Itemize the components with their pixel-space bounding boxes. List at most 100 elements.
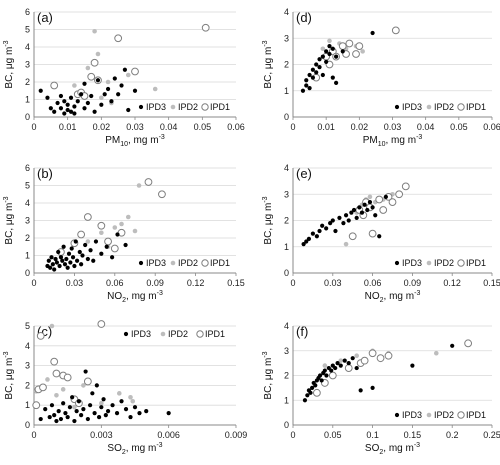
point-ipd3 — [343, 213, 349, 218]
point-ipd3 — [63, 411, 68, 416]
point-ipd2 — [367, 194, 373, 200]
point-ipd1 — [110, 244, 119, 253]
point-ipd3 — [137, 411, 142, 416]
x-tick-label: 0.04 — [417, 122, 435, 132]
point-ipd3 — [317, 57, 322, 62]
point-ipd3 — [48, 265, 53, 270]
point-ipd2 — [99, 95, 104, 101]
point-ipd1 — [144, 178, 153, 186]
point-ipd3 — [350, 356, 355, 361]
point-ipd3 — [49, 403, 55, 408]
legend-label-ipd1: IPD1 — [210, 102, 230, 112]
legend-marker-ipd2 — [160, 331, 166, 337]
point-ipd3 — [105, 409, 111, 414]
point-ipd3 — [354, 365, 359, 371]
y-tick-label: 1 — [25, 251, 30, 261]
point-ipd3 — [43, 407, 48, 412]
point-ipd3 — [338, 363, 343, 368]
point-ipd3 — [56, 409, 61, 414]
y-axis-label: BC, μg m-3 — [262, 351, 274, 399]
point-ipd2 — [125, 72, 131, 78]
legend-background — [392, 408, 490, 422]
point-ipd2 — [132, 228, 138, 234]
point-ipd1 — [379, 206, 388, 214]
point-ipd3 — [66, 251, 72, 256]
point-ipd3 — [50, 262, 55, 267]
point-ipd3 — [144, 409, 149, 414]
y-tick-label: 2 — [284, 60, 289, 70]
legend-marker-ipd3 — [138, 104, 144, 110]
legend-label-ipd2: IPD2 — [434, 410, 454, 420]
point-ipd3 — [119, 399, 124, 404]
legend-label-ipd2: IPD2 — [168, 329, 188, 339]
x-tick-label: 0.15 — [227, 278, 245, 288]
point-ipd3 — [341, 221, 346, 226]
x-axis-label: PM10, mg m-3 — [105, 134, 165, 148]
legend-background — [392, 100, 490, 114]
point-ipd3 — [330, 218, 335, 223]
x-tick-label: 0 — [290, 278, 295, 288]
x-tick-label: 0.12 — [443, 278, 461, 288]
point-ipd1 — [114, 34, 123, 43]
point-ipd3 — [99, 102, 104, 107]
point-ipd2 — [85, 239, 91, 244]
y-tick-label: 1 — [284, 395, 289, 405]
y-tick-label: 5 — [25, 25, 30, 35]
point-ipd2 — [119, 221, 124, 227]
y-axis-label: BC, μg m-3 — [262, 40, 274, 88]
legend-label-ipd3: IPD3 — [146, 102, 166, 112]
y-tick-label: 5 — [25, 321, 30, 331]
point-ipd1 — [104, 237, 112, 246]
point-ipd3 — [77, 249, 82, 255]
point-ipd3 — [58, 93, 64, 99]
point-ipd3 — [116, 92, 121, 97]
point-ipd3 — [57, 263, 62, 269]
point-ipd3 — [47, 414, 52, 420]
point-ipd3 — [72, 418, 77, 424]
x-tick-label: 0.02 — [93, 122, 111, 132]
point-ipd3 — [410, 363, 415, 368]
legend-label-ipd2: IPD2 — [434, 258, 454, 268]
panel-label: (b) — [37, 166, 53, 181]
point-ipd3 — [128, 414, 133, 420]
x-tick-label: 0.05 — [450, 122, 468, 132]
point-ipd3 — [330, 46, 335, 51]
point-ipd3 — [53, 256, 58, 262]
y-tick-label: 0 — [284, 420, 289, 430]
point-ipd3 — [73, 239, 78, 244]
point-ipd3 — [114, 411, 120, 416]
y-tick-label: 6 — [25, 163, 30, 173]
point-ipd3 — [324, 49, 329, 54]
point-ipd3 — [72, 263, 77, 269]
y-tick-label: 4 — [284, 163, 289, 173]
point-ipd3 — [58, 416, 64, 422]
point-ipd3 — [304, 239, 309, 244]
point-ipd2 — [49, 323, 55, 329]
point-ipd3 — [65, 107, 70, 113]
point-ipd3 — [319, 378, 324, 383]
point-ipd1 — [355, 42, 364, 51]
point-ipd3 — [166, 411, 171, 416]
point-ipd3 — [102, 92, 107, 97]
point-ipd2 — [320, 46, 326, 52]
point-ipd2 — [433, 350, 439, 356]
point-ipd3 — [301, 242, 306, 247]
point-ipd3 — [122, 67, 127, 72]
point-ipd3 — [337, 215, 342, 220]
point-ipd3 — [74, 258, 80, 263]
point-ipd3 — [61, 401, 66, 406]
point-ipd3 — [79, 92, 84, 97]
point-ipd3 — [310, 67, 315, 72]
point-ipd3 — [60, 258, 65, 263]
y-tick-label: 1 — [25, 95, 30, 105]
point-ipd3 — [342, 358, 347, 363]
y-tick-label: 0 — [25, 112, 30, 122]
point-ipd2 — [85, 65, 91, 71]
point-ipd3 — [123, 407, 129, 412]
point-ipd3 — [85, 416, 90, 422]
point-ipd3 — [302, 398, 308, 403]
point-ipd3 — [132, 405, 138, 410]
point-ipd1 — [158, 190, 166, 199]
x-tick-label: 0.06 — [483, 122, 500, 132]
point-ipd3 — [314, 234, 319, 239]
